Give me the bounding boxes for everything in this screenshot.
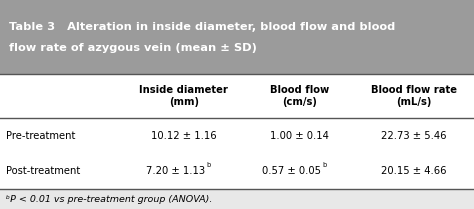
Text: b: b (322, 162, 327, 168)
Text: ᵇP < 0.01 vs pre-treatment group (ANOVA).: ᵇP < 0.01 vs pre-treatment group (ANOVA)… (6, 195, 212, 204)
Text: b: b (206, 162, 210, 168)
Text: 22.73 ± 5.46: 22.73 ± 5.46 (381, 131, 447, 141)
Text: Table 3   Alteration in inside diameter, blood flow and blood: Table 3 Alteration in inside diameter, b… (9, 22, 395, 32)
Bar (0, 0, 474, 74)
Text: Blood flow
(cm/s): Blood flow (cm/s) (270, 85, 329, 107)
Text: Inside diameter
(mm): Inside diameter (mm) (139, 85, 228, 107)
Text: 0.57 ± 0.05: 0.57 ± 0.05 (262, 166, 321, 176)
Text: 10.12 ± 1.16: 10.12 ± 1.16 (151, 131, 217, 141)
Bar (0, 74, 474, 189)
Text: Post-treatment: Post-treatment (6, 166, 80, 176)
Text: 20.15 ± 4.66: 20.15 ± 4.66 (381, 166, 447, 176)
Text: 7.20 ± 1.13: 7.20 ± 1.13 (146, 166, 205, 176)
Text: 1.00 ± 0.14: 1.00 ± 0.14 (270, 131, 329, 141)
Text: flow rate of azygous vein (mean ± SD): flow rate of azygous vein (mean ± SD) (9, 43, 256, 53)
Text: Blood flow rate
(mL/s): Blood flow rate (mL/s) (371, 85, 456, 107)
Text: Pre-treatment: Pre-treatment (6, 131, 75, 141)
